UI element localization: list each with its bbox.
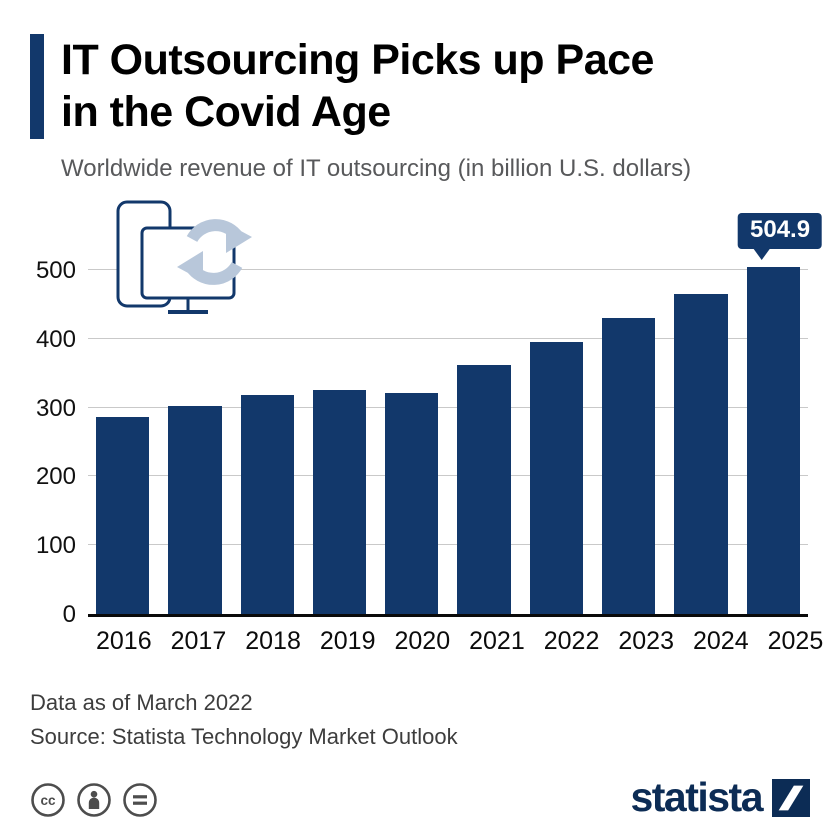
title-line-1: IT Outsourcing Picks up Pace	[61, 36, 654, 84]
bar-slot	[240, 395, 294, 614]
y-axis-tick-label: 300	[35, 394, 76, 422]
title-accent-bar	[30, 34, 44, 139]
x-axis-labels: 2016 2017 2018 2019 2020 2021 2022 2023 2024 2025	[88, 617, 823, 656]
bar-slot	[385, 393, 439, 614]
x-axis-tick-label: 2016	[96, 626, 152, 655]
x-axis-tick-label: 2021	[469, 626, 525, 655]
svg-text:cc: cc	[40, 793, 56, 808]
y-axis-tick-label: 100	[35, 532, 76, 560]
bar-slot: 504.9	[738, 212, 823, 614]
title-block: IT Outsourcing Picks up Pace in the Covi…	[30, 34, 810, 139]
bar-2022	[529, 341, 584, 614]
callout-pointer	[754, 248, 771, 268]
page-title: IT Outsourcing Picks up Pace in the Covi…	[61, 34, 654, 139]
creative-commons-icon[interactable]: cc	[30, 782, 66, 818]
header: IT Outsourcing Picks up Pace in the Covi…	[0, 0, 840, 183]
gridline	[88, 475, 808, 477]
y-axis-tick-label: 400	[35, 325, 76, 353]
statista-wordmark: statista	[630, 774, 763, 820]
bar-slot	[674, 293, 728, 614]
bar-chart: 0 100 200 300 400 500 504.9 2016 2017 2018 2019 20…	[30, 200, 823, 656]
bar-2017	[168, 406, 222, 614]
gridline	[88, 544, 808, 546]
bar-2021	[457, 365, 511, 614]
bar-2020	[385, 393, 439, 614]
value-callout: 504.9	[738, 212, 823, 260]
license-icons: cc	[30, 782, 158, 818]
bar-slot	[168, 406, 222, 614]
statista-slash-icon	[772, 778, 810, 817]
x-axis-tick-label: 2024	[693, 626, 749, 655]
bottom-bar: cc statista	[30, 777, 810, 818]
statista-logo[interactable]: statista	[630, 777, 810, 818]
x-axis-tick-label: 2019	[319, 626, 376, 655]
device-sync-icon	[116, 200, 252, 314]
bar-slot	[602, 318, 656, 614]
data-note: Data as of March 2022	[30, 689, 253, 715]
bar-slot	[312, 390, 367, 614]
bar-slot	[457, 365, 511, 614]
bar-2023	[602, 318, 656, 614]
x-axis-tick-label: 2020	[394, 626, 451, 655]
source-note: Source: Statista Technology Market Outlo…	[30, 724, 458, 749]
bars: 504.9	[96, 212, 823, 614]
bar-2024	[674, 293, 728, 614]
bar-2016	[96, 416, 150, 614]
y-axis-tick-label: 200	[35, 463, 76, 491]
bar-2019	[312, 390, 367, 614]
x-axis-tick-label: 2022	[543, 626, 600, 655]
bar-slot	[96, 416, 150, 614]
x-axis-tick-label: 2017	[170, 626, 227, 655]
x-axis-tick-label: 2025	[767, 626, 824, 655]
x-axis-tick-label: 2018	[245, 626, 301, 655]
attribution-icon[interactable]	[76, 782, 112, 818]
y-axis-tick-label: 500	[35, 257, 76, 285]
gridline	[88, 337, 808, 339]
chart-subtitle: Worldwide revenue of IT outsourcing (in …	[61, 154, 692, 182]
equal-no-derivatives-icon[interactable]	[122, 782, 158, 818]
gridline	[88, 269, 808, 271]
footnotes: Data as of March 2022 Source: Statista T…	[0, 656, 840, 754]
y-axis-tick-label: 0	[62, 600, 76, 628]
bar-2025	[746, 266, 800, 614]
title-line-2: in the Covid Age	[61, 88, 391, 137]
x-axis-tick-label: 2023	[618, 626, 674, 655]
bar-slot	[529, 341, 584, 614]
gridline	[88, 406, 808, 408]
plot-area: 0 100 200 300 400 500 504.9	[36, 200, 823, 628]
bar-2018	[240, 395, 294, 614]
